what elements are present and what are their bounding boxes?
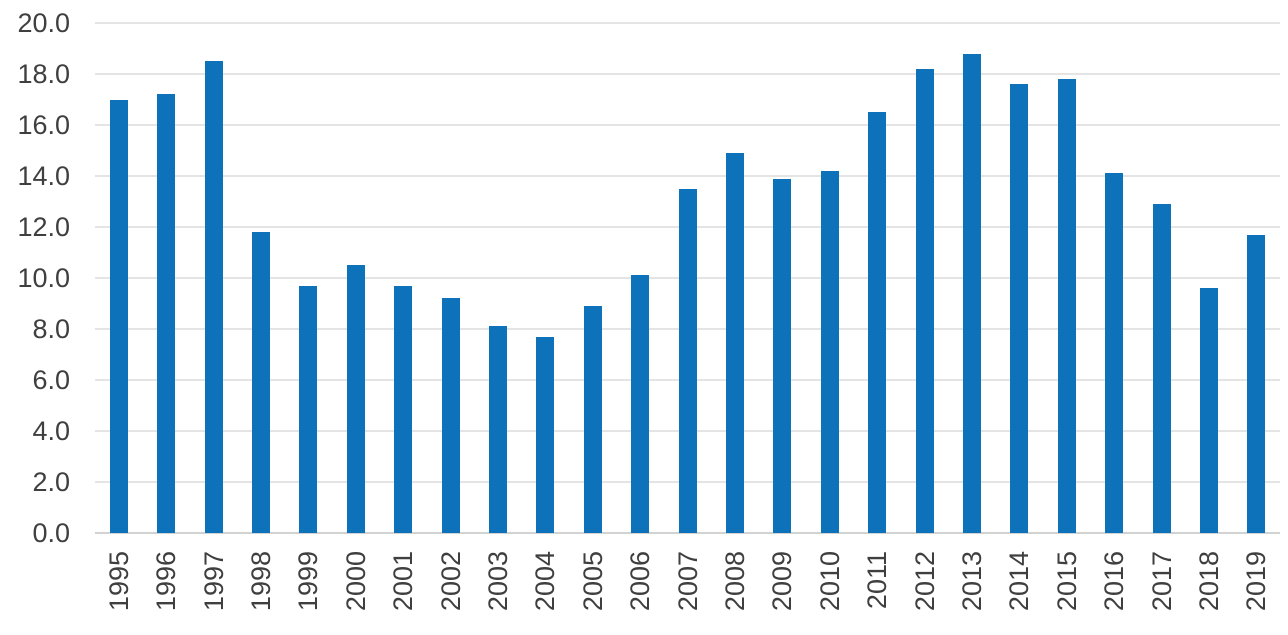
y-axis-tick-label: 18.0 — [17, 59, 70, 89]
bar-2011 — [868, 112, 887, 533]
y-axis-tick-label: 20.0 — [17, 8, 70, 38]
x-axis-tick-label-2006: 2006 — [625, 551, 656, 612]
bar-2010 — [820, 170, 839, 533]
y-axis-tick-label: 0.0 — [32, 518, 70, 548]
y-axis-tick-label: 16.0 — [17, 110, 70, 140]
x-axis-tick-label-2001: 2001 — [388, 551, 419, 612]
y-axis-tick-label: 10.0 — [17, 263, 70, 293]
bar-2015 — [1057, 79, 1076, 533]
bar-2019 — [1247, 234, 1266, 533]
x-axis-tick-label-2015: 2015 — [1051, 551, 1082, 612]
x-axis-tick-label-2000: 2000 — [340, 551, 371, 612]
bar-2014 — [1010, 84, 1029, 533]
x-axis-tick-label-2016: 2016 — [1099, 551, 1130, 612]
x-axis-tick-label-2007: 2007 — [672, 551, 703, 612]
bar-2006 — [631, 275, 650, 533]
bar-2017 — [1152, 204, 1171, 533]
x-axis-tick-label-2011: 2011 — [862, 551, 893, 610]
gridline — [95, 124, 1280, 126]
x-axis-tick-label-2017: 2017 — [1146, 551, 1177, 612]
y-axis-tick-label: 6.0 — [32, 365, 70, 395]
bar-2000 — [346, 265, 365, 533]
bar-2008 — [725, 153, 744, 533]
bar-2009 — [773, 178, 792, 533]
bar-2013 — [962, 53, 981, 533]
bar-2016 — [1105, 173, 1124, 533]
bar-2005 — [583, 306, 602, 533]
bar-2007 — [678, 188, 697, 533]
y-axis-tick-label: 4.0 — [32, 416, 70, 446]
x-axis-tick-label-1998: 1998 — [245, 551, 276, 612]
x-axis-tick-label-1995: 1995 — [103, 551, 134, 612]
gridline — [95, 73, 1280, 75]
bar-1996 — [157, 94, 176, 533]
gridline — [95, 22, 1280, 24]
x-axis-tick-label-1997: 1997 — [198, 551, 229, 612]
x-axis-tick-label-2013: 2013 — [956, 551, 987, 612]
bar-2003 — [488, 326, 507, 533]
x-axis-tick-label-2018: 2018 — [1193, 551, 1224, 612]
x-axis-tick-label-2019: 2019 — [1241, 551, 1272, 612]
y-axis-tick-label: 8.0 — [32, 314, 70, 344]
gridline — [95, 175, 1280, 177]
x-axis-tick-label-1999: 1999 — [293, 551, 324, 612]
bar-2018 — [1199, 288, 1218, 533]
x-axis-tick-label-2012: 2012 — [909, 551, 940, 612]
x-axis-tick-label-2002: 2002 — [435, 551, 466, 612]
x-axis-tick-label-2003: 2003 — [482, 551, 513, 612]
x-axis-tick-label-2014: 2014 — [1004, 551, 1035, 612]
x-axis-tick-label-2009: 2009 — [767, 551, 798, 612]
x-axis-tick-label-2010: 2010 — [814, 551, 845, 612]
bar-1997 — [204, 61, 223, 533]
bar-2004 — [536, 336, 555, 533]
x-axis-tick-label-2008: 2008 — [719, 551, 750, 612]
bar-2012 — [915, 68, 934, 533]
x-axis-tick-label-2004: 2004 — [530, 551, 561, 612]
x-axis-tick-label-1996: 1996 — [151, 551, 182, 612]
bar-1998 — [251, 232, 270, 533]
y-axis-tick-label: 12.0 — [17, 212, 70, 242]
bar-1995 — [109, 99, 128, 533]
bar-2001 — [394, 285, 413, 533]
bar-1999 — [299, 285, 318, 533]
x-axis-line — [95, 532, 1280, 534]
bar-2002 — [441, 298, 460, 533]
x-axis-tick-label-2005: 2005 — [577, 551, 608, 612]
y-axis-tick-label: 14.0 — [17, 161, 70, 191]
y-axis-tick-label: 2.0 — [32, 467, 70, 497]
